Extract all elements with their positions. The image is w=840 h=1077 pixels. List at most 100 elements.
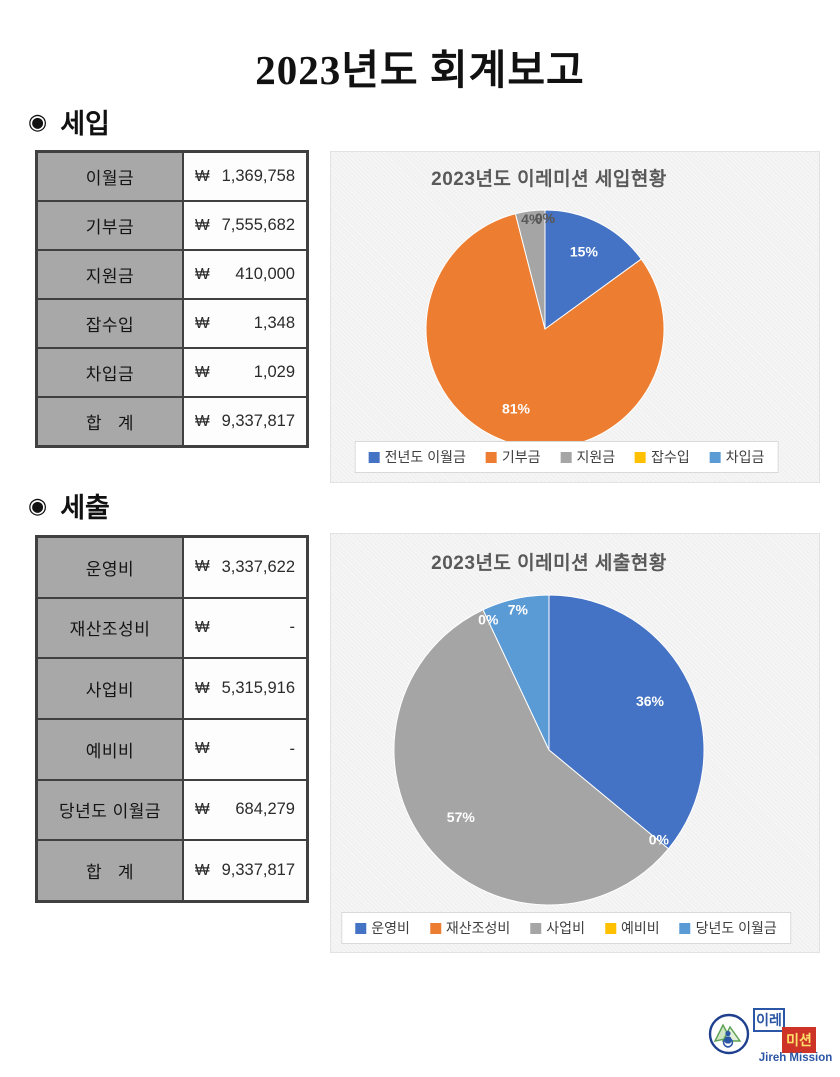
org-logo: 이레 미션 Jireh Mission — [706, 1004, 840, 1068]
row-value: ₩5,315,916 — [183, 658, 307, 719]
pie-slice — [514, 209, 546, 330]
row-label: 지원금 — [37, 250, 183, 299]
legend-item: 당년도 이월금 — [679, 918, 777, 938]
legend-swatch-icon — [355, 922, 367, 934]
currency-symbol: ₩ — [195, 800, 210, 818]
legend-item: 지원금 — [560, 447, 615, 467]
pie-slice-label: 7% — [508, 602, 529, 618]
revenue-table: 이월금 ₩1,369,758 기부금 ₩7,555,682 지원금 ₩410,0… — [35, 150, 309, 448]
amount: - — [289, 739, 296, 758]
amount: 1,029 — [253, 363, 295, 381]
row-label: 이월금 — [37, 152, 183, 201]
currency-symbol: ₩ — [195, 216, 210, 234]
row-value: ₩1,369,758 — [183, 152, 307, 201]
revenue-pie-chart: 15%81%4%0%0% — [425, 209, 665, 449]
currency-symbol: ₩ — [195, 363, 210, 381]
currency-symbol: ₩ — [195, 167, 210, 185]
currency-symbol: ₩ — [195, 412, 210, 430]
pie-slice-label: 57% — [447, 809, 476, 825]
amount: 1,348 — [253, 314, 295, 332]
pie-slice — [425, 213, 665, 449]
legend-item: 운영비 — [355, 918, 410, 938]
legend-label: 재산조성비 — [445, 920, 511, 936]
currency-symbol: ₩ — [195, 861, 210, 879]
legend-label: 운영비 — [371, 920, 410, 936]
legend-item: 전년도 이월금 — [368, 447, 466, 467]
legend-swatch-icon — [368, 451, 380, 463]
row-value: ₩7,555,682 — [183, 201, 307, 250]
section-heading-label: 세출 — [60, 493, 110, 523]
currency-symbol: ₩ — [195, 740, 210, 758]
legend-item: 재산조성비 — [429, 918, 511, 938]
row-value: ₩ - — [183, 719, 307, 780]
pie-slice-label: 4% — [521, 211, 542, 227]
row-value-total: ₩9,337,817 — [183, 397, 307, 446]
legend-label: 당년도 이월금 — [695, 920, 777, 936]
legend-swatch-icon — [429, 922, 441, 934]
legend-item: 잡수입 — [635, 447, 690, 467]
row-label: 운영비 — [37, 537, 183, 598]
legend-label: 전년도 이월금 — [384, 449, 466, 465]
legend-label: 잡수입 — [651, 449, 690, 465]
row-label: 사업비 — [37, 658, 183, 719]
legend-swatch-icon — [485, 451, 497, 463]
pie-slice — [544, 209, 642, 330]
row-label: 기부금 — [37, 201, 183, 250]
row-label: 예비비 — [37, 719, 183, 780]
pie-slice-label: 0% — [649, 832, 670, 848]
row-label: 잡수입 — [37, 299, 183, 348]
chart-title: 2023년도 이레미션 세출현황 — [431, 553, 667, 574]
legend-swatch-icon — [709, 451, 721, 463]
amount: 5,315,916 — [221, 679, 295, 698]
section-heading-revenue: ◉ 세입 — [28, 102, 110, 141]
amount: 7,555,682 — [221, 216, 295, 234]
legend-swatch-icon — [604, 922, 616, 934]
legend-label: 지원금 — [576, 449, 616, 465]
legend-swatch-icon — [679, 922, 691, 934]
amount: 3,337,622 — [221, 557, 295, 576]
legend-label: 기부금 — [501, 449, 541, 465]
currency-symbol: ₩ — [195, 314, 210, 332]
pie-slice — [548, 594, 705, 850]
legend-item: 기부금 — [485, 447, 541, 467]
section-heading-label: 세입 — [60, 109, 110, 139]
legend-label: 사업비 — [546, 920, 585, 936]
pie-slice — [482, 594, 550, 751]
pie-slice-label: 0% — [535, 210, 556, 226]
legend-item: 예비비 — [604, 918, 660, 938]
currency-symbol: ₩ — [195, 618, 210, 636]
page-title: 2023년도 회계보고 — [255, 47, 585, 93]
amount: 1,369,758 — [221, 167, 295, 185]
legend-label: 차입금 — [725, 449, 765, 465]
legend-item: 사업비 — [530, 918, 585, 938]
logo-caption: Jireh Mission — [758, 1052, 833, 1064]
row-label: 당년도 이월금 — [37, 779, 183, 841]
jireh-mission-logo-icon — [708, 1013, 750, 1055]
amount: - — [289, 618, 296, 637]
currency-symbol: ₩ — [195, 558, 210, 576]
legend-swatch-icon — [635, 451, 647, 463]
pie-slice-label: 36% — [636, 693, 665, 709]
expense-chart-card: 2023년도 이레미션 세출현황 36% 0% 57% 0% 7% 운영비 재산조성비 사업… — [330, 533, 820, 953]
pie-slice — [393, 609, 670, 906]
legend-item: 차입금 — [709, 447, 765, 467]
row-label-total: 합 계 — [37, 840, 183, 901]
chart-title: 2023년도 이레미션 세입현황 — [431, 169, 667, 190]
expense-table: 운영비 ₩3,337,622 재산조성비 ₩ - 사업비 ₩5,315,916 예… — [35, 535, 309, 903]
legend-swatch-icon — [530, 922, 542, 934]
expense-pie-chart: 36% 0% 57% 0% 7% — [393, 594, 705, 906]
row-value: ₩3,337,622 — [183, 537, 307, 598]
pie-slice-label: 81% — [502, 400, 531, 416]
amount: 684,279 — [235, 800, 295, 819]
bullseye-bullet-icon: ◉ — [28, 492, 48, 518]
row-value: ₩ - — [183, 597, 307, 659]
pie-slice-label: 0% — [535, 210, 556, 226]
row-value: ₩410,000 — [183, 250, 307, 299]
row-value: ₩1,029 — [183, 348, 307, 397]
legend-swatch-icon — [560, 451, 572, 463]
pie-slice-label: 15% — [570, 243, 599, 259]
logo-name-box-bottom: 미션 — [782, 1027, 816, 1053]
row-value: ₩684,279 — [183, 779, 307, 841]
row-value-total: ₩9,337,817 — [183, 840, 307, 901]
